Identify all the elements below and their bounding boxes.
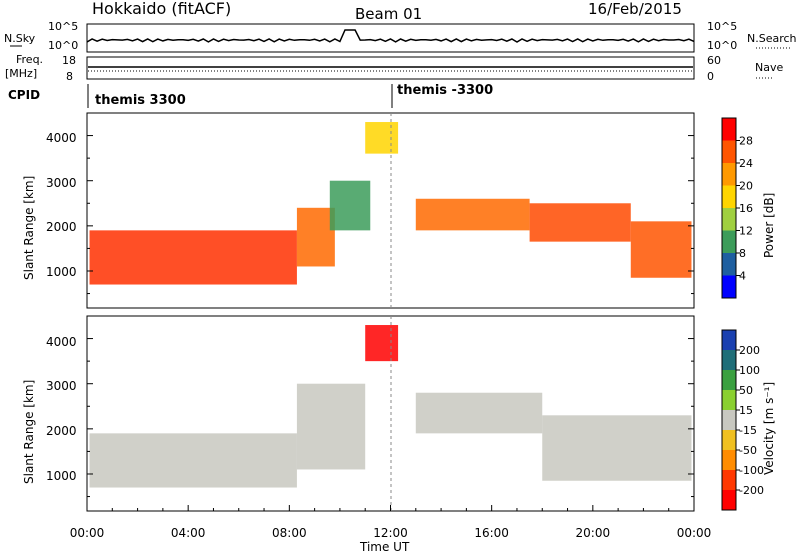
sky-right-tick-top: 10^5: [707, 20, 737, 33]
velocity-colorbar-swatch: [722, 410, 736, 431]
velocity-region-1: [296, 383, 366, 470]
nave-tick-top: 60: [707, 54, 721, 67]
velocity-colorbar-frame: [721, 329, 737, 511]
power-region-6: [365, 122, 399, 154]
time-tick-label: 04:00: [171, 526, 206, 540]
velocity-ylabel: Slant Range [km]: [22, 380, 36, 484]
freq-tick-top: 18: [62, 54, 76, 67]
power-ytick-4000: 4000: [46, 131, 77, 145]
velocity-ytick-4000: 4000: [46, 335, 77, 349]
freq-panel-frame: [86, 56, 695, 80]
velocity-ytick-3000: 3000: [46, 379, 77, 393]
power-data-regions: [89, 122, 692, 285]
power-colorbar-swatch: [722, 208, 736, 231]
power-colorbar-tick-label: 24: [739, 157, 753, 170]
power-colorbar-tick-label: 12: [739, 225, 753, 238]
velocity-colorbar: 200 100 50 15 -15 -50 -100 -200: [721, 329, 764, 511]
time-tick-label: 12:00: [373, 526, 408, 540]
velocity-region-3: [542, 415, 692, 481]
power-colorbar-swatch: [722, 253, 736, 276]
power-region-3: [415, 198, 530, 231]
velocity-colorbar-swatch: [722, 370, 736, 391]
power-yaxis: 4000 3000 2000 1000: [46, 112, 694, 295]
velocity-colorbar-tick-label: 200: [739, 344, 760, 357]
power-ytick-2000: 2000: [46, 220, 77, 234]
sky-left-label: N.Sky: [4, 32, 36, 45]
power-colorbar-tick-label: 16: [739, 202, 753, 215]
power-ytick-3000: 3000: [46, 176, 77, 190]
power-colorbar-swatch: [722, 230, 736, 254]
time-tick-label: 08:00: [272, 526, 307, 540]
plot-title: Hokkaido (fitACF): [92, 0, 231, 18]
cpid-segment-1: themis 3300: [95, 93, 186, 108]
sky-right-tick-bottom: 10^0: [707, 39, 737, 52]
velocity-colorbar-tick-label: 50: [739, 384, 753, 397]
power-colorbar: 28 24 20 16 12 8 4: [721, 117, 753, 299]
power-ylabel: Slant Range [km]: [22, 176, 36, 280]
power-colorbar-label: Power [dB]: [762, 193, 776, 258]
power-region-5: [630, 221, 692, 278]
velocity-ytick-1000: 1000: [46, 469, 77, 483]
power-ytick-1000: 1000: [46, 265, 77, 279]
velocity-ytick-2000: 2000: [46, 424, 77, 438]
power-colorbar-tick-label: 8: [739, 247, 746, 260]
sky-right-label: N.Search: [747, 32, 797, 45]
power-colorbar-swatch: [722, 163, 736, 186]
velocity-region-2: [415, 392, 543, 434]
velocity-colorbar-tick-label: -15: [739, 424, 757, 437]
velocity-region-0: [89, 433, 297, 488]
power-colorbar-swatch: [722, 275, 736, 299]
power-region-2: [329, 180, 371, 231]
time-tick-label: 16:00: [474, 526, 509, 540]
power-colorbar-tick-label: 4: [739, 270, 746, 283]
time-tick-label: 00:00: [70, 526, 105, 540]
nave-label: Nave: [755, 61, 783, 74]
sky-left-tick-top: 10^5: [48, 20, 78, 33]
velocity-data-regions: [89, 325, 692, 488]
velocity-colorbar-swatch: [722, 330, 736, 351]
velocity-colorbar-tick-label: 15: [739, 404, 753, 417]
velocity-colorbar-swatch: [722, 450, 736, 471]
power-colorbar-tick-label: 28: [739, 135, 753, 148]
power-region-0: [89, 230, 297, 285]
freq-label-1: Freq.: [16, 53, 43, 66]
power-region-1: [296, 207, 335, 267]
velocity-yaxis: 4000 3000 2000 1000: [46, 315, 694, 498]
power-region-4: [529, 203, 631, 242]
date-label: 16/Feb/2015: [588, 0, 682, 18]
time-tick-label: 20:00: [576, 526, 611, 540]
time-axis: 00:00 04:00 08:00 12:00 16:00 20:00 00:00: [70, 505, 712, 540]
sky-count-line: [86, 29, 695, 43]
velocity-colorbar-tick-label: -50: [739, 444, 757, 457]
freq-tick-bottom: 8: [66, 70, 73, 83]
velocity-colorbar-tick-label: 100: [739, 364, 760, 377]
velocity-colorbar-tick-label: -100: [739, 464, 764, 477]
power-colorbar-swatch: [722, 185, 736, 209]
time-tick-label: 00:00: [677, 526, 712, 540]
cpid-segment-2: themis -3300: [397, 83, 493, 98]
velocity-region-4: [365, 325, 399, 362]
velocity-colorbar-swatch: [722, 350, 736, 371]
velocity-colorbar-swatch: [722, 430, 736, 451]
sky-panel-frame: [86, 23, 695, 53]
beam-label: Beam 01: [355, 5, 422, 23]
cpid-label: CPID: [8, 88, 40, 102]
time-axis-label: Time UT: [359, 540, 410, 554]
power-colorbar-tick-label: 20: [739, 180, 753, 193]
freq-label-2: [MHz]: [5, 67, 37, 80]
velocity-colorbar-swatch: [722, 490, 736, 511]
sky-left-tick-bottom: 10^0: [48, 39, 78, 52]
velocity-colorbar-swatch: [722, 470, 736, 491]
power-colorbar-swatch: [722, 118, 736, 141]
velocity-colorbar-tick-label: -200: [739, 484, 764, 497]
velocity-colorbar-label: Velocity [m s⁻¹]: [762, 382, 776, 475]
nave-tick-bottom: 0: [707, 70, 714, 83]
power-colorbar-swatch: [722, 140, 736, 164]
velocity-colorbar-swatch: [722, 390, 736, 411]
